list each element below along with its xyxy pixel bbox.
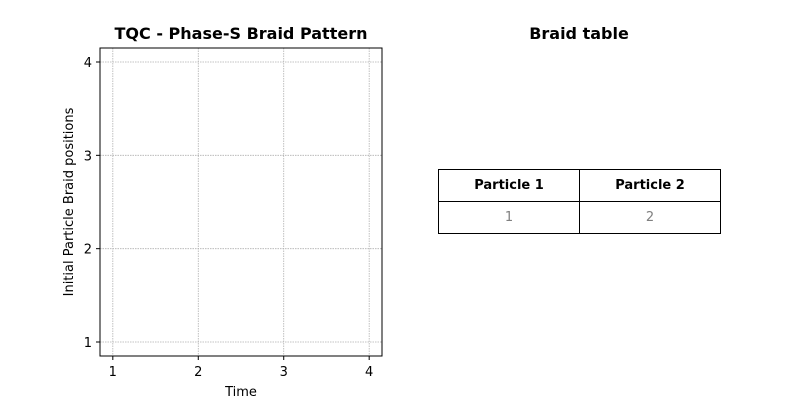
x-tick-label: 3 <box>280 365 288 380</box>
y-tick-label: 4 <box>84 56 92 71</box>
braid-table: Particle 1 Particle 2 1 2 <box>438 169 721 234</box>
x-tick-label: 4 <box>365 365 373 380</box>
chart-title: TQC - Phase-S Braid Pattern <box>114 24 368 43</box>
y-axis-label: Initial Particle Braid positions <box>62 107 77 296</box>
x-tick-label: 1 <box>109 365 117 380</box>
table-cell-particle-2: 2 <box>579 201 721 234</box>
table-cell-particle-1: 1 <box>438 201 580 234</box>
table-row: 1 2 <box>438 201 721 234</box>
y-tick-label: 2 <box>84 243 92 258</box>
y-tick-label: 1 <box>84 336 92 351</box>
axis-ticks: 1 2 3 4 1 2 3 4 <box>84 56 374 380</box>
plot-frame <box>99 47 383 357</box>
table-header-row: Particle 1 Particle 2 <box>438 169 721 202</box>
table-title: Braid table <box>529 24 629 43</box>
grid <box>100 48 382 356</box>
x-tick-label: 2 <box>194 365 202 380</box>
column-header-particle-1: Particle 1 <box>438 169 580 202</box>
y-tick-label: 3 <box>84 149 92 164</box>
x-axis-label: Time <box>224 385 257 400</box>
column-header-particle-2: Particle 2 <box>579 169 721 202</box>
